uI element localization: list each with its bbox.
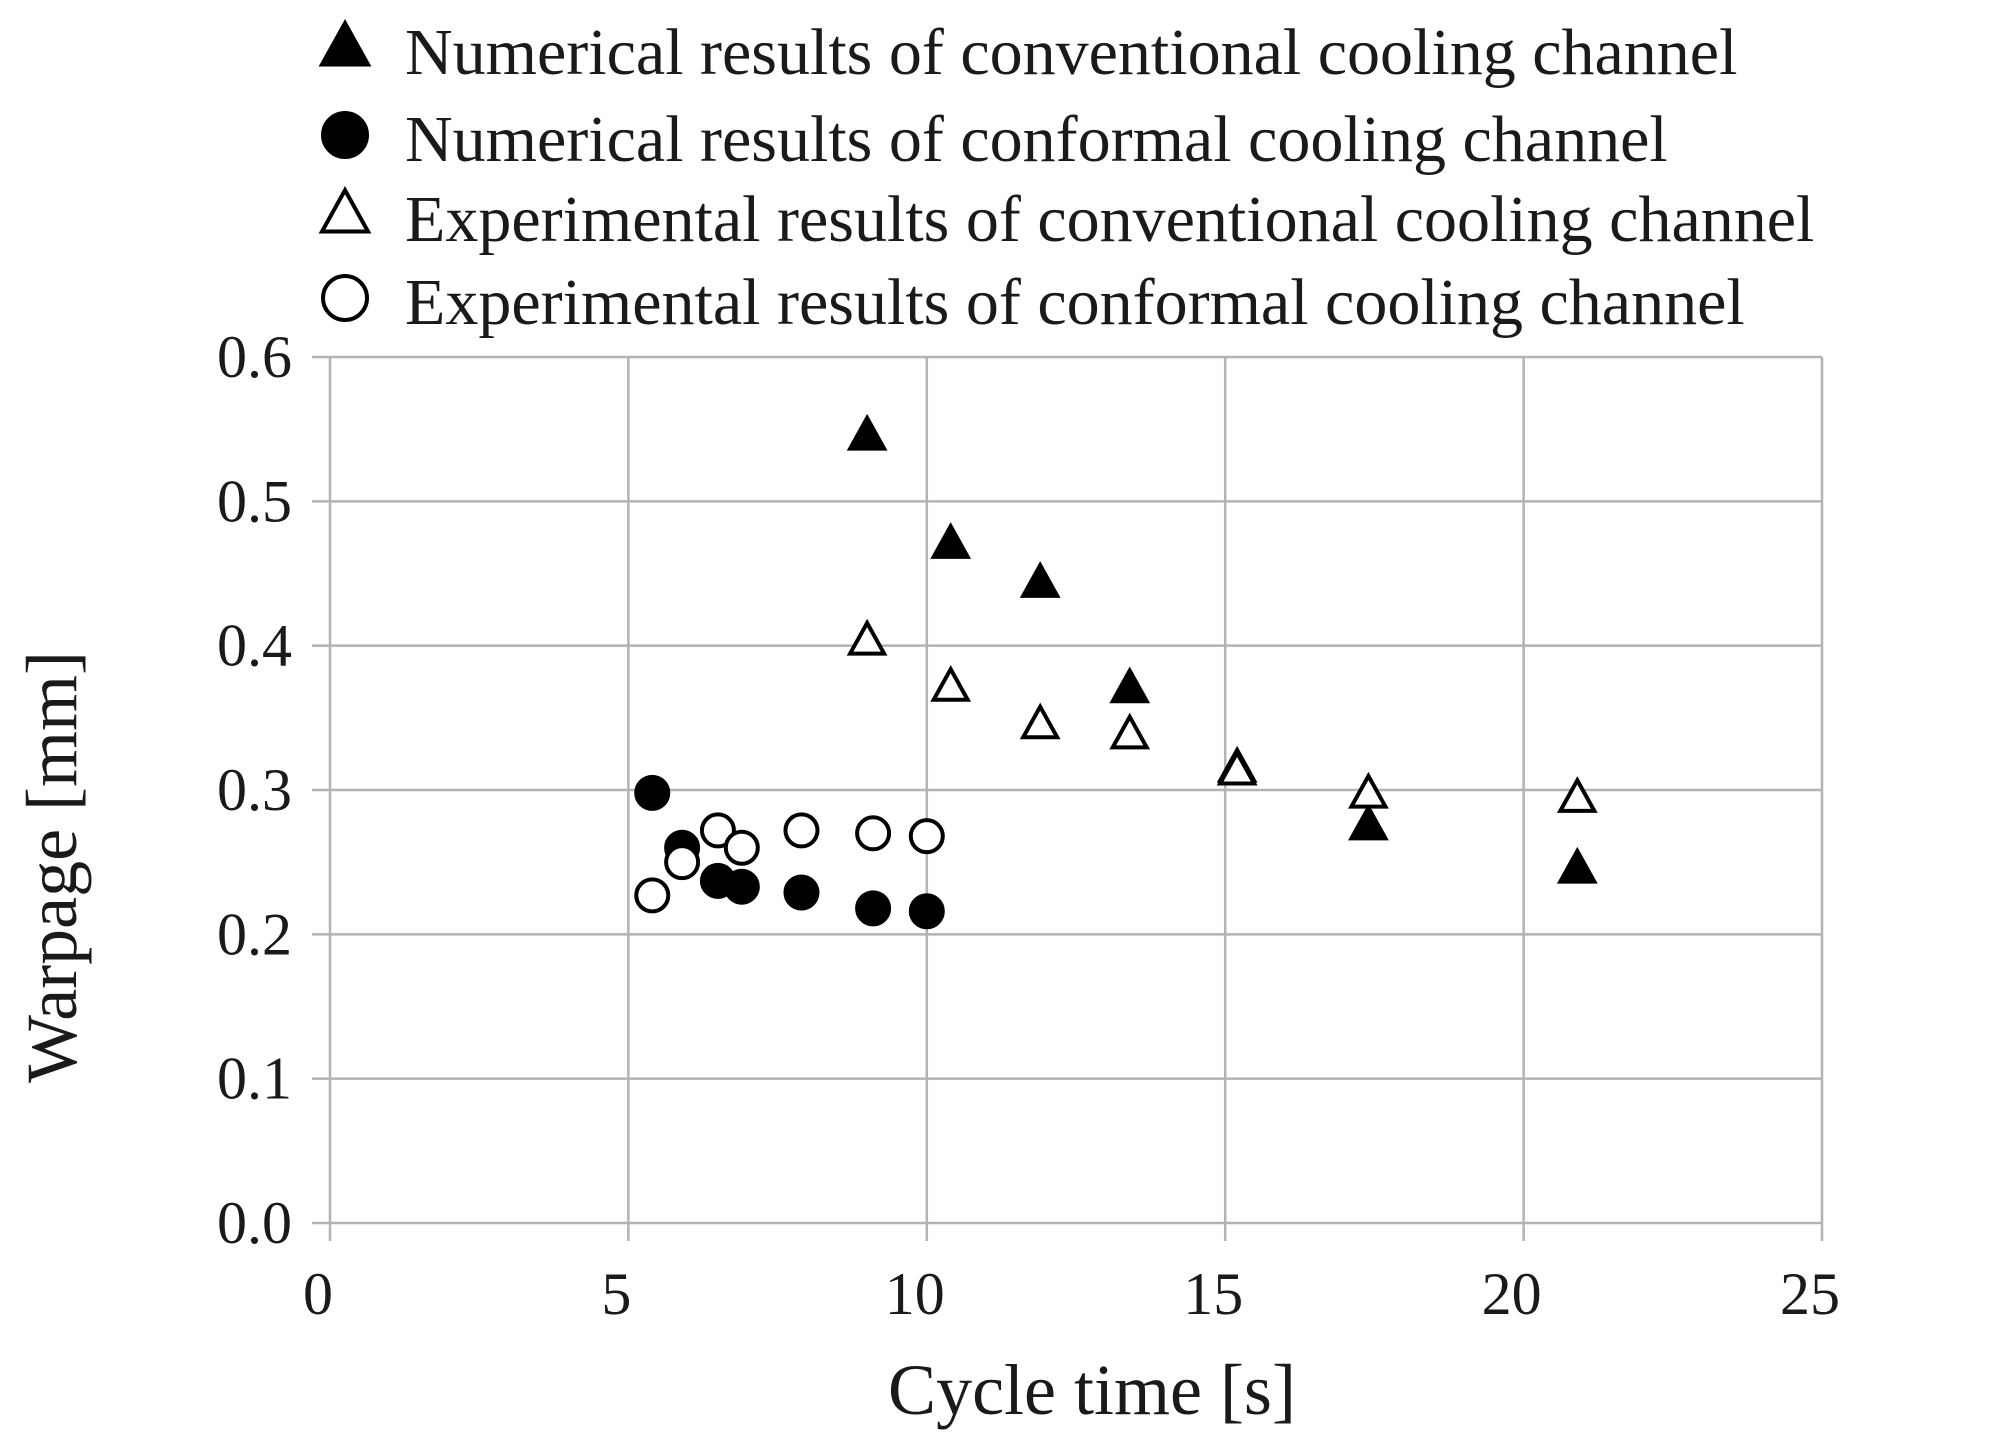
x-tick-label: 0: [303, 1261, 333, 1327]
series-1: [846, 413, 1598, 884]
y-tick-label: 0.1: [217, 1046, 292, 1112]
circle-open-point: [723, 829, 760, 866]
triangle-open-point: [930, 665, 972, 702]
circle-open-point: [699, 812, 736, 849]
series-3: [846, 618, 1598, 813]
y-tick-label: 0.4: [217, 613, 292, 679]
circle-open-point: [783, 812, 820, 849]
circle-open-point: [855, 815, 892, 852]
circle-filled-point: [855, 890, 892, 927]
triangle-open-point: [846, 618, 888, 656]
legend-label: Numerical results of conformal cooling c…: [405, 103, 1668, 176]
triangle-filled-point: [846, 413, 888, 451]
triangle-open-point: [1216, 748, 1258, 786]
triangle-filled-point: [1348, 803, 1389, 841]
series-2: [634, 774, 945, 930]
circle-open-point: [664, 844, 701, 881]
triangle-open-point: [1556, 776, 1598, 813]
circle-filled-point: [723, 868, 760, 905]
y-tick-label: 0.5: [217, 468, 292, 534]
y-tick-label: 0.6: [217, 324, 292, 390]
circle-filled-point: [783, 874, 820, 911]
y-tick-label: 0.3: [217, 757, 292, 823]
legend: Numerical results of conventional coolin…: [318, 16, 1814, 339]
legend-label: Numerical results of conventional coolin…: [405, 16, 1737, 89]
circle-open-point: [908, 818, 945, 855]
series-4: [634, 812, 945, 914]
legend-marker: [321, 111, 369, 159]
legend-marker: [321, 274, 369, 322]
y-tick-label: 0.2: [217, 901, 292, 967]
triangle-open-point: [1348, 771, 1389, 809]
legend-item: Experimental results of conformal coolin…: [321, 266, 1745, 339]
data-series: [634, 413, 1598, 930]
x-tick-label: 20: [1482, 1261, 1542, 1327]
legend-label: Experimental results of conventional coo…: [405, 183, 1814, 256]
x-tick-label: 5: [601, 1261, 631, 1327]
legend-marker: [318, 19, 372, 67]
grid-lines: [312, 355, 1824, 1241]
circle-filled-point: [908, 893, 945, 930]
triangle-filled-point: [1556, 846, 1598, 884]
axis-tick-labels: 0.0 0.1 0.2 0.3 0.4 0.5 0.6 0 5 10 15 20 25: [217, 324, 1840, 1327]
legend-marker: [318, 186, 372, 234]
legend-item: Numerical results of conformal cooling c…: [321, 103, 1668, 176]
y-axis-title: Warpage [mm]: [12, 651, 92, 1083]
triangle-open-point: [1019, 702, 1061, 740]
legend-item: Numerical results of conventional coolin…: [318, 16, 1737, 89]
x-axis-title: Cycle time [s]: [888, 1350, 1296, 1430]
legend-label: Experimental results of conformal coolin…: [405, 266, 1745, 339]
legend-item: Experimental results of conventional coo…: [318, 183, 1814, 256]
x-tick-label: 15: [1183, 1261, 1243, 1327]
circle-open-point: [634, 877, 671, 914]
triangle-filled-point: [1109, 666, 1151, 704]
triangle-filled-point: [930, 522, 972, 559]
triangle-open-point: [1109, 712, 1151, 750]
circle-filled-point: [634, 774, 671, 811]
x-tick-label: 10: [885, 1261, 945, 1327]
x-tick-label: 25: [1780, 1261, 1840, 1327]
triangle-filled-point: [1019, 561, 1061, 598]
y-tick-label: 0.0: [217, 1190, 292, 1256]
